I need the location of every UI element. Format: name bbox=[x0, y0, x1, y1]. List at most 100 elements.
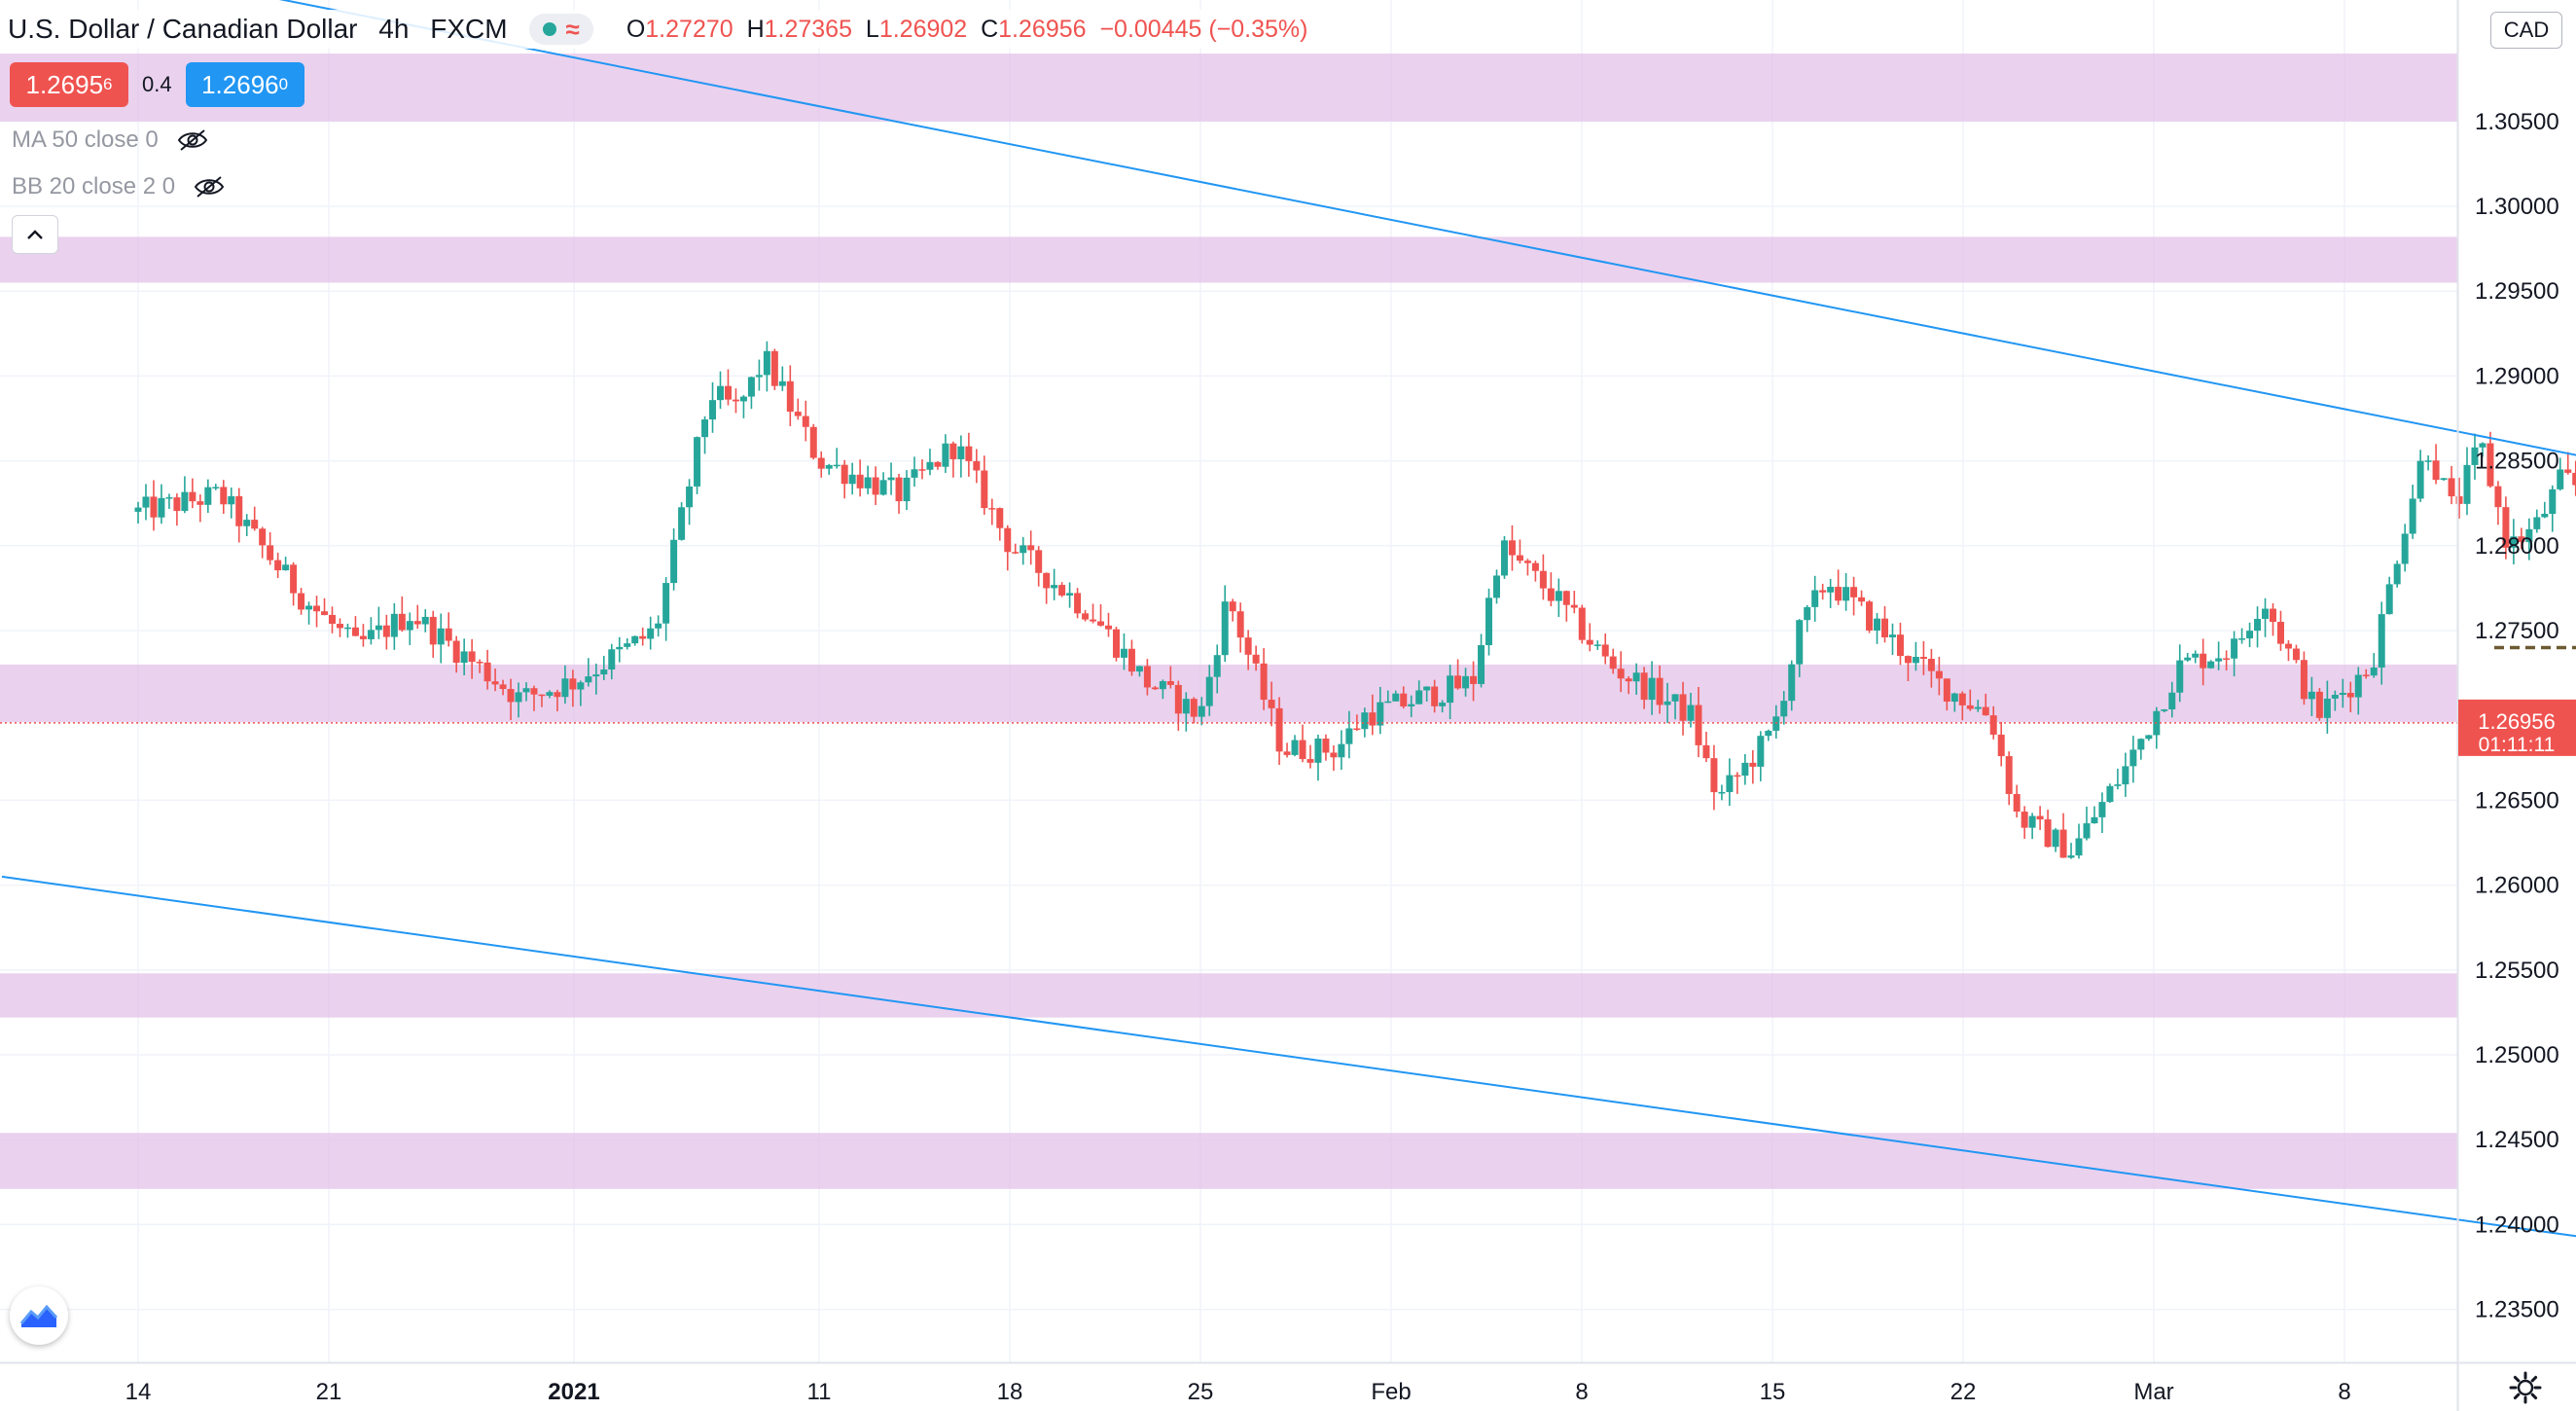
zone-band bbox=[0, 1133, 2457, 1189]
candle-body bbox=[2059, 829, 2067, 858]
candle-body bbox=[2238, 637, 2246, 640]
sell-button[interactable]: 1.2695 6 bbox=[10, 62, 128, 107]
candle-body bbox=[864, 477, 872, 488]
gear-icon[interactable] bbox=[2508, 1370, 2543, 1405]
candle-body bbox=[1051, 585, 1058, 589]
market-status-pill[interactable]: ≈ bbox=[528, 14, 593, 45]
collapse-legend-button[interactable] bbox=[12, 215, 58, 254]
candle-body bbox=[1866, 601, 1874, 631]
candle-body bbox=[189, 491, 197, 502]
candle-body bbox=[794, 412, 802, 416]
candle-body bbox=[197, 501, 204, 505]
eye-off-icon[interactable] bbox=[193, 175, 226, 199]
candle-body bbox=[2300, 660, 2308, 700]
candle-body bbox=[1229, 601, 1236, 612]
last-price-label: 1.26956 bbox=[2478, 709, 2556, 734]
candle-body bbox=[1236, 611, 1244, 638]
candle-body bbox=[662, 583, 670, 624]
candle-body bbox=[165, 497, 173, 499]
candle-body bbox=[973, 460, 981, 471]
candle-body bbox=[1695, 705, 1702, 745]
candle-body bbox=[1819, 590, 1827, 593]
candle-body bbox=[554, 692, 561, 698]
eye-off-icon[interactable] bbox=[176, 128, 209, 152]
candle-body bbox=[251, 520, 259, 529]
candle-body bbox=[2331, 695, 2339, 699]
candle-body bbox=[2036, 815, 2044, 820]
candle-body bbox=[1578, 607, 1586, 640]
candle-body bbox=[1190, 699, 1198, 717]
candle-body bbox=[739, 396, 747, 402]
candle-body bbox=[709, 400, 717, 420]
candle-body bbox=[1066, 593, 1074, 596]
candle-body bbox=[1074, 593, 1082, 614]
candle-body bbox=[1035, 550, 1043, 573]
candle-body bbox=[413, 621, 421, 625]
candle-body bbox=[1780, 701, 1788, 717]
candle-body bbox=[841, 464, 848, 485]
zone-band bbox=[0, 973, 2457, 1018]
candle-body bbox=[1648, 677, 1656, 701]
candle-body bbox=[965, 446, 973, 461]
close-value: 1.26956 bbox=[998, 15, 1087, 43]
candle-body bbox=[437, 628, 445, 645]
candle-body bbox=[150, 496, 158, 518]
time-tick-label: 2021 bbox=[548, 1379, 599, 1405]
candle-body bbox=[2487, 443, 2494, 487]
time-tick-label: 21 bbox=[316, 1379, 342, 1405]
candle-body bbox=[2106, 785, 2114, 803]
drawings-layer bbox=[0, 0, 2576, 1238]
candle-body bbox=[879, 480, 887, 495]
candle-body bbox=[1919, 657, 1927, 660]
currency-button[interactable]: CAD bbox=[2490, 12, 2562, 49]
candle-body bbox=[942, 443, 949, 467]
candle-body bbox=[2276, 622, 2284, 644]
candle-body bbox=[181, 491, 189, 512]
symbol-title[interactable]: U.S. Dollar / Canadian Dollar 4h FXCM bbox=[8, 14, 508, 45]
chevron-up-icon bbox=[27, 230, 43, 239]
candle-body bbox=[2471, 447, 2479, 465]
candle-body bbox=[2052, 829, 2059, 848]
candle-body bbox=[274, 560, 282, 571]
buy-button[interactable]: 1.2696 0 bbox=[185, 62, 304, 107]
candle-body bbox=[2518, 536, 2525, 543]
candle-body bbox=[212, 487, 220, 488]
candle-body bbox=[2098, 802, 2106, 817]
candle-body bbox=[2284, 643, 2292, 649]
indicator-ma[interactable]: MA 50 close 0 bbox=[12, 123, 209, 158]
candle-body bbox=[2448, 478, 2455, 497]
candle-body bbox=[359, 635, 367, 639]
candle-body bbox=[1788, 664, 1796, 702]
tradingview-logo-button[interactable] bbox=[10, 1286, 68, 1345]
candle-body bbox=[1741, 762, 1749, 777]
candle-body bbox=[228, 495, 235, 505]
candle-body bbox=[1656, 677, 1664, 706]
price-tick-label: 1.26500 bbox=[2475, 787, 2559, 814]
time-tick-label: Feb bbox=[1371, 1379, 1411, 1405]
change-value: −0.00445 (−0.35%) bbox=[1099, 15, 1308, 43]
candle-body bbox=[639, 635, 647, 639]
candle-body bbox=[1904, 656, 1912, 664]
candle-body bbox=[1749, 762, 1757, 767]
candle-body bbox=[1058, 585, 1066, 596]
candle-body bbox=[305, 605, 313, 610]
candle-body bbox=[1687, 705, 1695, 721]
price-tick-label: 1.28000 bbox=[2475, 533, 2559, 560]
candle-body bbox=[2021, 812, 2028, 828]
candle-body bbox=[382, 625, 390, 637]
candle-body bbox=[1027, 545, 1035, 551]
candle-body bbox=[1726, 775, 1734, 792]
candle-body bbox=[1423, 686, 1431, 691]
price-tick-label: 1.23500 bbox=[2475, 1297, 2559, 1323]
candle-body bbox=[452, 640, 460, 664]
candle-body bbox=[1338, 743, 1345, 758]
indicator-ma-label: MA 50 close 0 bbox=[12, 127, 159, 153]
candle-body bbox=[1974, 706, 1982, 709]
candle-body bbox=[732, 399, 739, 402]
candle-body bbox=[670, 539, 678, 584]
candle-body bbox=[872, 477, 879, 495]
indicator-bb[interactable]: BB 20 close 2 0 bbox=[12, 169, 226, 204]
candle-body bbox=[1020, 545, 1027, 554]
